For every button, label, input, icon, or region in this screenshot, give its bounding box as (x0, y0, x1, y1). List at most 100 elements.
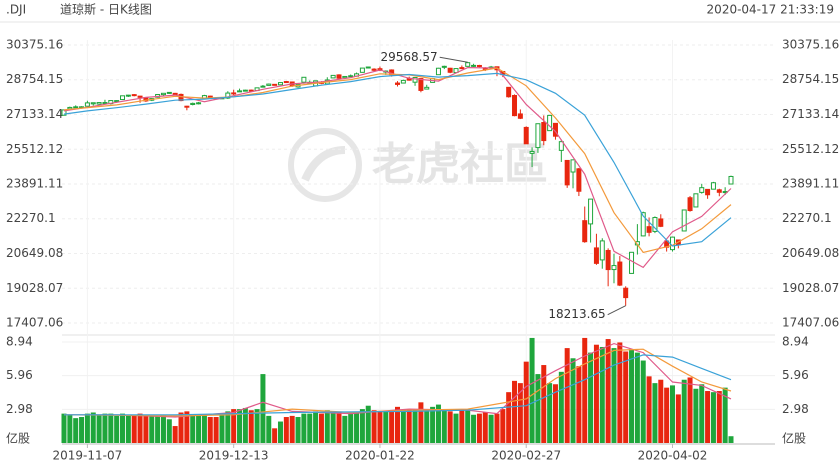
candle-body (330, 74, 336, 79)
candle-body (400, 79, 406, 84)
volume-bar (541, 365, 547, 443)
candle-body (260, 85, 266, 88)
volume-bar (155, 415, 161, 443)
volume-bar (599, 346, 605, 443)
volume-bar (500, 409, 506, 443)
y-tick-label: 28754.15 (6, 72, 63, 86)
volume-bar (149, 415, 155, 443)
volume-bar (260, 374, 266, 443)
candle-body (67, 106, 73, 110)
volume-bar (365, 405, 371, 443)
volume-bar (114, 415, 120, 443)
volume-bar (73, 418, 79, 443)
moving-average-line (64, 354, 732, 416)
candle-body (640, 212, 646, 237)
candle-body (728, 175, 734, 185)
volume-bar (125, 414, 131, 443)
candle-body (125, 94, 131, 97)
candle-body (283, 81, 289, 84)
volume-bar (406, 409, 412, 443)
watermark: 老虎社區 (288, 128, 548, 202)
candle-body (716, 189, 722, 193)
volume-bar (722, 387, 728, 443)
volume-bar (219, 413, 225, 443)
volume-bar (447, 411, 453, 443)
y-tick-label: 19028.07 (6, 281, 63, 295)
volume-bar (248, 410, 254, 443)
volume-bar (623, 351, 629, 443)
volume-bar (465, 409, 471, 443)
volume-bar (120, 413, 126, 443)
volume-bar (658, 379, 664, 443)
candle-body (61, 109, 67, 116)
candle-body (277, 82, 283, 86)
candle-body (629, 251, 635, 274)
volume-bar (664, 387, 670, 443)
volume-bar (716, 391, 722, 443)
volume-bar (582, 337, 588, 443)
volume-bar (570, 358, 576, 443)
candle-body (395, 82, 400, 85)
volume-bar (552, 384, 558, 443)
candle-body (237, 90, 243, 93)
volume-bar (301, 413, 307, 443)
x-tick-label: 2019-12-13 (199, 449, 269, 463)
volume-bar (166, 419, 172, 443)
y2-tick-label: 27133.14 (782, 107, 839, 121)
candle-body (114, 100, 120, 103)
candle-body (517, 113, 523, 119)
volume-bar (669, 385, 675, 443)
volume-bar (430, 406, 436, 443)
volume-bar (564, 348, 570, 443)
volume-bar (137, 413, 143, 443)
volume-bar (178, 412, 184, 443)
candle-body (535, 123, 541, 149)
candle-body (471, 64, 477, 67)
candle-body (611, 265, 617, 271)
volume-bar (266, 415, 272, 443)
candle-body (196, 102, 202, 105)
y-tick-label: 5.96 (6, 368, 33, 382)
volume-bar (646, 376, 652, 443)
timestamp: 2020-04-17 21:33:19 (707, 3, 834, 17)
volume-bar (242, 407, 248, 443)
volume-bar (547, 383, 553, 443)
volume-bar (336, 412, 342, 443)
candle-body (441, 65, 447, 68)
volume-bar (558, 371, 564, 443)
volume-bar (611, 348, 617, 443)
volume-bar (593, 344, 599, 443)
volume-bar (395, 406, 400, 443)
volume-bar (348, 413, 354, 443)
volume-bar (143, 414, 149, 443)
volume-bar (418, 402, 424, 443)
volume-bar (231, 409, 237, 443)
candle-body (342, 75, 348, 79)
candle-body (435, 67, 441, 76)
volume-bar (588, 352, 594, 443)
volume-bar (512, 380, 518, 443)
volume-bar (617, 342, 623, 443)
volume-bar (652, 383, 658, 443)
volume-bar (283, 417, 289, 443)
volume-bar (90, 412, 96, 443)
volume-bar (295, 417, 301, 443)
candle-body (90, 102, 96, 105)
candle-body (558, 141, 564, 151)
volume-bar (172, 426, 178, 443)
volume-bar (225, 411, 231, 443)
y2-tick-label: 25512.12 (782, 142, 839, 156)
volume-bar (377, 411, 383, 443)
volume-bar (61, 413, 67, 443)
candle-body (248, 89, 254, 92)
watermark-logo (288, 128, 362, 202)
volume-bar (324, 410, 330, 443)
volume-bar (318, 413, 324, 443)
candle-body (617, 261, 623, 286)
candle-body (166, 91, 172, 94)
volume-bar (277, 421, 283, 443)
candle-body (96, 102, 102, 105)
volume-bar (435, 404, 441, 443)
candle-body (652, 217, 658, 232)
candle-body (184, 105, 190, 108)
